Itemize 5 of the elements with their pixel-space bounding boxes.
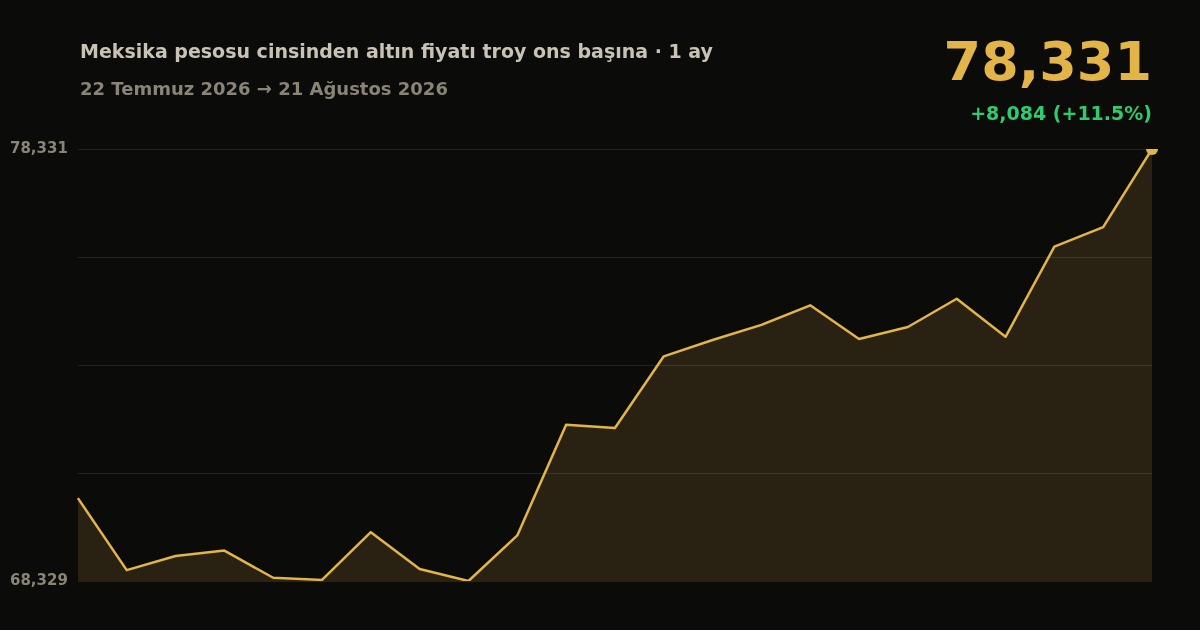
y-tick-label: 68,329 <box>9 570 68 589</box>
text: +8,084 (+11.5%) <box>970 102 1152 124</box>
chart-title: Meksika pesosu cinsinden altın fiyatı troy ons başına · 1 ay <box>80 40 713 62</box>
chart-subtitle: 22 Temmuz 2026 → 21 Ağustos 2026 <box>80 78 448 99</box>
text: 78,331 <box>943 30 1152 93</box>
